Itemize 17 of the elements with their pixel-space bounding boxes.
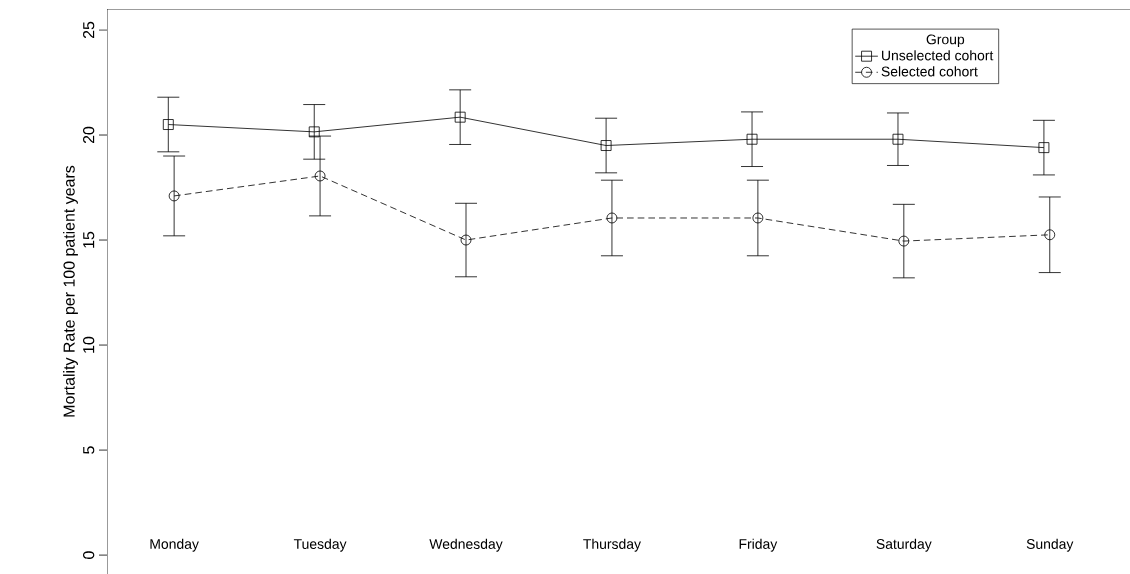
legend-label: Unselected cohort (882, 50, 994, 61)
y-axis-title: Mortality Rate per 100 patient years (63, 165, 78, 417)
x-tick-label: Tuesday (293, 538, 347, 552)
x-tick-label: Thursday (583, 538, 641, 552)
y-tick-label: 10 (83, 336, 95, 353)
x-tick-label: Monday (150, 538, 199, 552)
legend-title: Group (926, 34, 965, 48)
x-tick-label: Wednesday (429, 538, 503, 552)
y-tick-label: 5 (83, 446, 95, 454)
y-tick-label: 20 (83, 126, 95, 144)
x-tick-label: Friday (739, 538, 778, 552)
x-tick-label: Saturday (876, 538, 932, 552)
legend-label: Selected cohort (881, 66, 978, 77)
y-tick-label: 15 (83, 231, 95, 248)
y-tick-label: 0 (83, 551, 95, 559)
y-tick-label: 25 (83, 21, 95, 39)
x-tick-label: Sunday (1026, 538, 1074, 552)
